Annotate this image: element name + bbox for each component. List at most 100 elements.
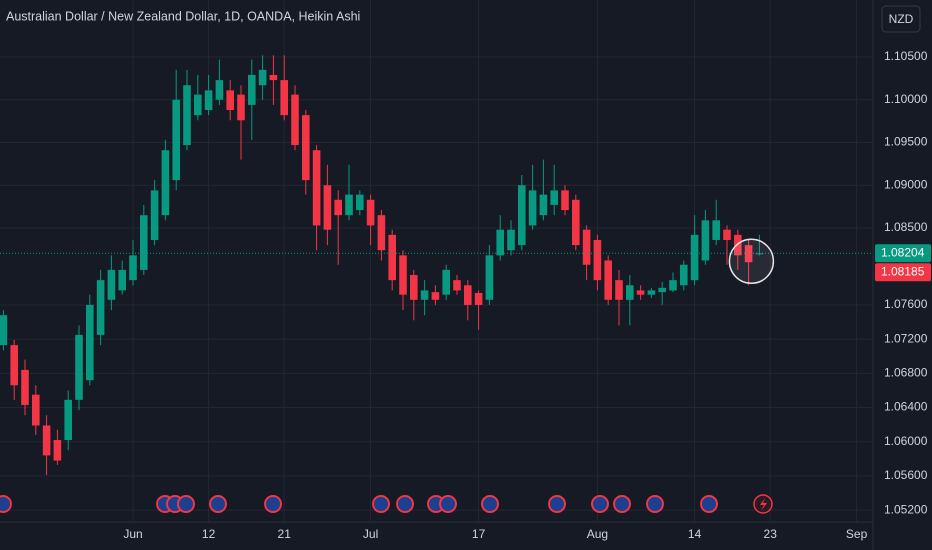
candle-body	[334, 199, 342, 216]
candle-body	[712, 220, 720, 240]
candle-body	[204, 90, 213, 111]
candle-body	[453, 280, 461, 291]
candle-body	[474, 292, 483, 305]
candle-body	[96, 280, 105, 335]
y-tick-label: 1.10500	[884, 49, 928, 63]
candle-body	[356, 194, 364, 211]
event-flag[interactable]	[209, 495, 227, 513]
y-tick-label: 1.09500	[884, 135, 928, 149]
x-tick-label: 12	[202, 527, 216, 541]
overlay: 1.08204 1.08185	[0, 238, 931, 285]
highlight-circle	[728, 238, 775, 285]
candle-body	[464, 285, 472, 305]
y-tick-label: 1.05600	[884, 468, 928, 482]
candle-body	[129, 255, 137, 281]
candle-body	[399, 255, 407, 295]
x-tick-label: Aug	[587, 527, 608, 541]
candle-body	[172, 99, 180, 181]
candle-body	[626, 285, 634, 300]
candle-body	[237, 94, 245, 121]
x-tick-label: 23	[764, 527, 778, 541]
y-tick-label: 1.06000	[884, 434, 928, 448]
candle-body	[561, 190, 569, 211]
candle-body	[485, 255, 494, 300]
candle-body	[377, 215, 386, 251]
candle-body	[431, 292, 440, 300]
currency-label[interactable]: NZD	[889, 12, 914, 26]
last-price-box	[875, 263, 931, 282]
event-flag[interactable]	[481, 495, 499, 513]
candle-body	[636, 290, 645, 295]
candle-body	[312, 150, 321, 226]
candle-body	[528, 190, 537, 226]
y-tick-label: 1.06400	[884, 400, 928, 414]
candle-body	[507, 229, 515, 251]
currency-button[interactable]	[881, 5, 921, 33]
candle-body	[302, 115, 310, 181]
event-flag[interactable]	[177, 495, 195, 513]
candle-body	[680, 264, 688, 286]
y-tick-label: 1.06800	[884, 366, 928, 380]
x-tick-label: 21	[278, 527, 292, 541]
event-flag[interactable]	[700, 495, 718, 513]
candles	[0, 55, 764, 476]
candle-body	[150, 190, 159, 240]
candle-body	[183, 85, 191, 146]
event-flag[interactable]	[0, 495, 12, 513]
candle-body	[0, 315, 8, 346]
event-flag[interactable]	[372, 495, 390, 513]
candle-body	[572, 199, 580, 246]
candle-body	[140, 215, 148, 270]
candle-body	[86, 304, 94, 381]
candle-body	[118, 269, 126, 291]
candle-body	[388, 234, 396, 281]
candle-body	[269, 74, 278, 81]
candle-body	[53, 440, 62, 461]
candle-body	[442, 269, 450, 295]
candle-body	[744, 245, 753, 263]
candle-body	[723, 229, 731, 240]
x-tick-label: Sep	[846, 527, 868, 541]
candle-body	[194, 94, 202, 116]
candle-body	[21, 369, 29, 405]
candle-body	[258, 69, 267, 86]
candle-body	[42, 425, 51, 456]
candle-body	[64, 399, 72, 441]
y-tick-label: 1.10000	[884, 92, 928, 106]
event-flag[interactable]	[264, 495, 282, 513]
y-tick-label: 1.08500	[884, 220, 928, 234]
candle-body	[323, 185, 332, 230]
candle-body	[410, 275, 418, 300]
candle-body	[690, 234, 699, 281]
candle-body	[496, 229, 504, 256]
event-flag[interactable]	[591, 495, 609, 513]
close-price-box	[875, 244, 931, 263]
candle-body	[226, 90, 234, 111]
candle-body	[593, 239, 602, 281]
candle-body	[10, 345, 18, 386]
chart-title: Australian Dollar / New Zealand Dollar, …	[6, 9, 360, 23]
candle-body	[701, 220, 710, 261]
candle-body	[647, 290, 656, 295]
candle-body	[604, 260, 612, 300]
lightning-icon	[760, 498, 767, 511]
candle-body	[32, 394, 40, 426]
event-flag[interactable]	[613, 495, 631, 513]
event-flag[interactable]	[548, 495, 566, 513]
y-tick-label: 1.07200	[884, 331, 928, 345]
x-tick-label: Jul	[363, 527, 378, 541]
event-flag[interactable]	[439, 495, 457, 513]
candle-body	[734, 234, 742, 256]
candle-body	[291, 94, 299, 146]
candle-body	[248, 74, 256, 105]
candle-body	[420, 290, 429, 300]
y-tick-label: 1.07600	[884, 297, 928, 311]
event-flag[interactable]	[396, 495, 414, 513]
candle-body	[107, 269, 116, 300]
candle-body	[215, 80, 224, 100]
last-price-label: 1.08185	[881, 264, 925, 278]
x-tick-label: Jun	[123, 527, 142, 541]
event-flag[interactable]	[646, 495, 664, 513]
